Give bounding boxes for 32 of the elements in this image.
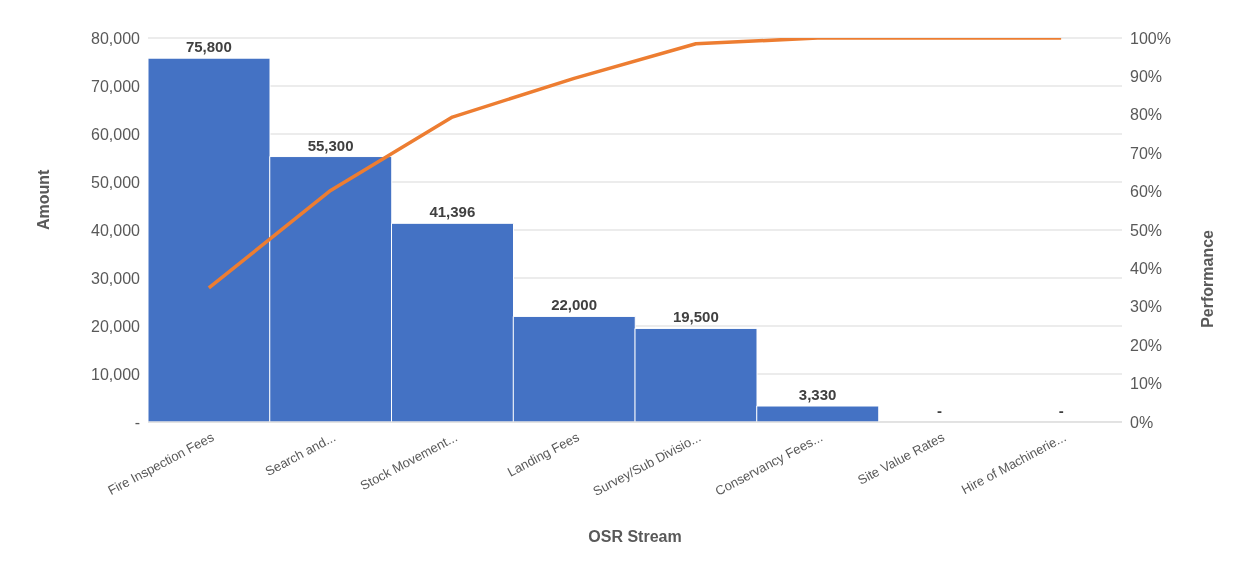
y2-tick-label: 10% <box>1130 375 1163 393</box>
y2-tick-label: 0% <box>1130 413 1154 431</box>
y-tick-label: 30,000 <box>91 269 141 287</box>
y2-tick-label: 90% <box>1130 68 1163 86</box>
y-tick-label: 60,000 <box>91 125 141 143</box>
y-tick-label: 40,000 <box>91 221 141 239</box>
y2-tick-label: 70% <box>1130 144 1163 162</box>
y2-tick-label: 50% <box>1130 221 1163 239</box>
y-tick-label: 20,000 <box>91 317 141 335</box>
y2-tick-label: 100% <box>1130 29 1171 47</box>
data-label: 22,000 <box>551 296 598 314</box>
y-tick-label: 80,000 <box>91 29 141 47</box>
data-label: - <box>936 402 942 419</box>
y-axis-title: Amount <box>34 168 52 230</box>
y2-tick-label: 40% <box>1130 260 1163 278</box>
data-label: - <box>1058 402 1064 419</box>
y2-tick-label: 80% <box>1130 106 1163 124</box>
data-label: 19,500 <box>672 308 719 326</box>
data-label: 55,300 <box>307 136 354 154</box>
y2-tick-label: 60% <box>1130 183 1163 201</box>
y-tick-label: - <box>134 413 140 431</box>
y2-tick-label: 20% <box>1130 336 1163 354</box>
x-axis-title: OSR Stream <box>588 528 682 545</box>
y2-tick-label: 30% <box>1130 298 1163 316</box>
y-tick-label: 50,000 <box>91 173 141 191</box>
data-label: 41,396 <box>429 203 476 221</box>
data-label: 3,330 <box>798 386 837 404</box>
x-tick-label: Site Value Rates <box>855 429 948 488</box>
y2-axis-title: Performance <box>1198 229 1216 328</box>
y-tick-label: 10,000 <box>91 365 141 383</box>
y-tick-label: 70,000 <box>91 77 141 95</box>
data-label: 75,800 <box>185 38 232 56</box>
